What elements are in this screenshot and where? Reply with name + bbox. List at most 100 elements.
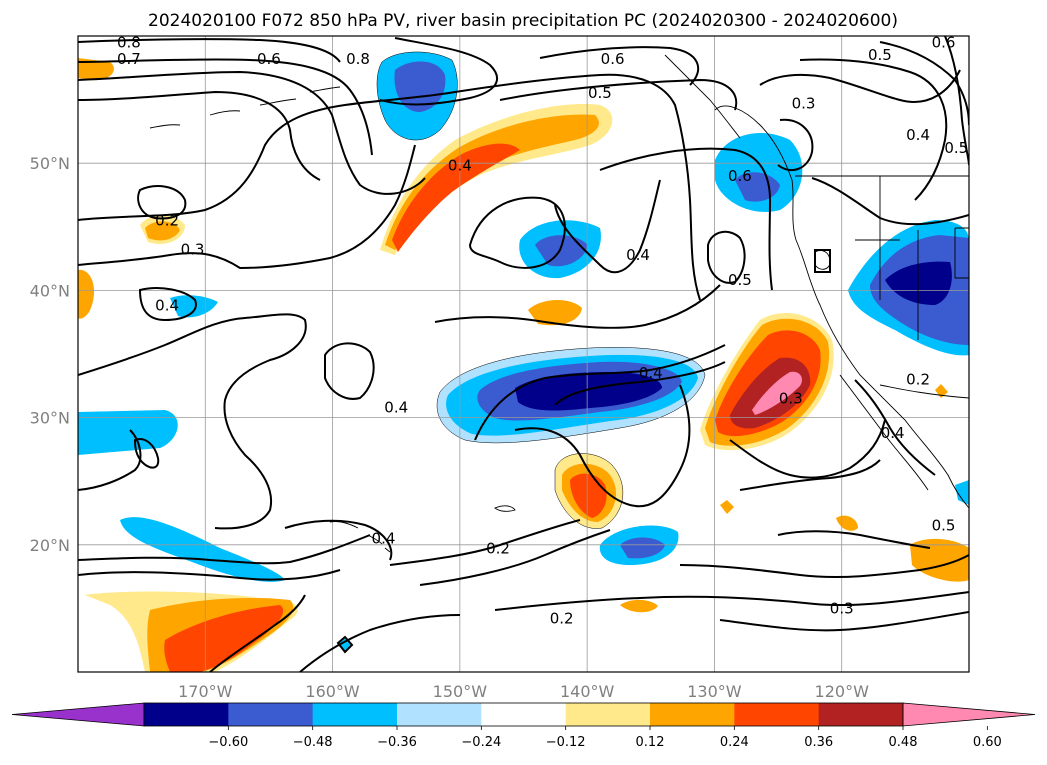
- precip-neg-anomaly: [394, 61, 446, 112]
- precip-pos-anomaly: [78, 269, 95, 319]
- contour-label: 0.4: [881, 424, 905, 442]
- pv-contour: [78, 73, 701, 301]
- precip-pos-anomaly: [620, 599, 658, 613]
- pv-contour: [379, 37, 498, 106]
- pv-contour: [78, 569, 341, 581]
- contour-label: 0.8: [346, 50, 370, 68]
- colorbar: −0.60 −0.48 −0.36 −0.24 −0.12 0.12 0.24 0.36 0.4…: [11, 702, 1036, 750]
- pv-contour: [419, 529, 611, 586]
- pv-contour: [777, 530, 931, 549]
- pv-contour: [679, 554, 969, 579]
- pv-contour: [811, 177, 969, 226]
- state-borders: [855, 176, 969, 340]
- precip-pos-anomaly: [752, 371, 802, 415]
- colorbar-tick-label: 0.60: [973, 735, 1002, 750]
- longitude-tick-label: 160°W: [305, 682, 360, 701]
- colorbar-tick-label: 0.36: [804, 735, 833, 750]
- colorbar-segment: [734, 703, 820, 726]
- colorbar-segment: [144, 703, 229, 726]
- contour-labels: 0.80.7 0.6 0.8 0.60.50.30.50.60.40.50.40.20…: [117, 33, 968, 628]
- pv-contour: [599, 147, 773, 291]
- contour-label: 0.8: [117, 33, 141, 51]
- precip-pos-anomaly: [570, 473, 607, 518]
- pv-contour: [434, 284, 721, 329]
- contour-label: 0.2: [906, 370, 930, 388]
- precip-pos-anomaly: [720, 500, 734, 514]
- colorbar-tick-label: 0.24: [720, 735, 749, 750]
- colorbar-segment: [818, 703, 904, 726]
- colorbar-segment: [650, 703, 735, 726]
- longitude-tick-labels: 170°W 160°W 150°W 140°W 130°W 120°W: [178, 682, 869, 701]
- pv-contour: [133, 438, 160, 469]
- pv-contour: [499, 78, 738, 111]
- pv-contour: [854, 379, 936, 476]
- contour-label: 0.4: [372, 529, 396, 547]
- contour-label: 0.7: [117, 50, 141, 68]
- alaska-panhandle: [664, 54, 741, 139]
- longitude-tick-label: 120°W: [815, 682, 870, 701]
- colorbar-segment: [565, 703, 651, 726]
- pv-contour: [719, 611, 969, 632]
- pv-contour: [739, 459, 881, 491]
- contour-label: 0.6: [728, 167, 752, 185]
- longitude-tick-label: 170°W: [178, 682, 233, 701]
- precip-pos-anomaly: [935, 384, 948, 398]
- pv-contour: [324, 342, 375, 400]
- pv-contour: [209, 594, 306, 672]
- precip-neg-anomaly: [515, 372, 662, 411]
- pv-contour: [799, 58, 948, 201]
- longitude-tick-label: 130°W: [687, 682, 742, 701]
- contour-label: 0.3: [181, 241, 205, 259]
- colorbar-tick-label: 0.48: [889, 735, 918, 750]
- pv-contour: [729, 419, 886, 479]
- contour-label: 0.6: [932, 33, 956, 51]
- pv-contour: [944, 36, 969, 166]
- pv-contour: [474, 344, 726, 441]
- colorbar-tick-label: −0.60: [208, 735, 248, 750]
- pv-contour: [814, 249, 831, 273]
- contour-label: 0.3: [792, 94, 816, 112]
- pv-contour: [78, 144, 416, 270]
- map-frame: [77, 35, 970, 673]
- pv-contour: [78, 70, 426, 195]
- precip-pos-anomaly: [528, 299, 582, 326]
- colorbar-tick-label: −0.48: [293, 735, 333, 750]
- contour-label: 0.2: [550, 610, 574, 628]
- contour-label: 0.5: [944, 139, 968, 157]
- pv-contour: [78, 429, 142, 491]
- pv-contour: [389, 519, 581, 566]
- contour-label: 0.4: [448, 157, 472, 175]
- gridlines: [78, 36, 969, 672]
- precip-neg-anomaly: [78, 410, 178, 455]
- latitude-tick-label: 40°N: [30, 281, 70, 300]
- colorbar-segment: [312, 703, 398, 726]
- pv-contour: [494, 591, 969, 611]
- north-america-coastline: [714, 105, 969, 509]
- precip-neg-anomaly: [955, 480, 969, 505]
- contour-label: 0.4: [155, 297, 179, 315]
- longitude-tick-label: 150°W: [433, 682, 488, 701]
- latitude-tick-label: 30°N: [30, 409, 70, 428]
- map-panel: 0.80.7 0.6 0.8 0.60.50.30.50.60.40.50.40.20…: [30, 33, 970, 701]
- pv-contour: [554, 179, 661, 274]
- contour-label: 0.2: [486, 540, 510, 558]
- pv-contour: [299, 614, 461, 672]
- us-mexico-border: [879, 384, 969, 399]
- contour-label: 0.5: [588, 84, 612, 102]
- contour-label: 0.5: [728, 271, 752, 289]
- colorbar-segment: [228, 703, 314, 726]
- contour-label: 0.6: [257, 50, 281, 68]
- pv-contour: [78, 38, 341, 63]
- contour-label: 0.4: [906, 126, 930, 144]
- colorbar-segment: [397, 703, 482, 726]
- contour-label: 0.5: [932, 517, 956, 535]
- precip-neg-anomaly: [535, 235, 588, 267]
- contour-label: 0.4: [626, 246, 650, 264]
- colorbar-segment: [481, 703, 567, 726]
- contour-label: 0.3: [779, 390, 803, 408]
- precip-pos-anomaly: [910, 538, 969, 582]
- colorbar-extend-high: [902, 702, 1036, 727]
- colorbar-tick-label: −0.36: [377, 735, 417, 750]
- pv-contour: [137, 185, 187, 220]
